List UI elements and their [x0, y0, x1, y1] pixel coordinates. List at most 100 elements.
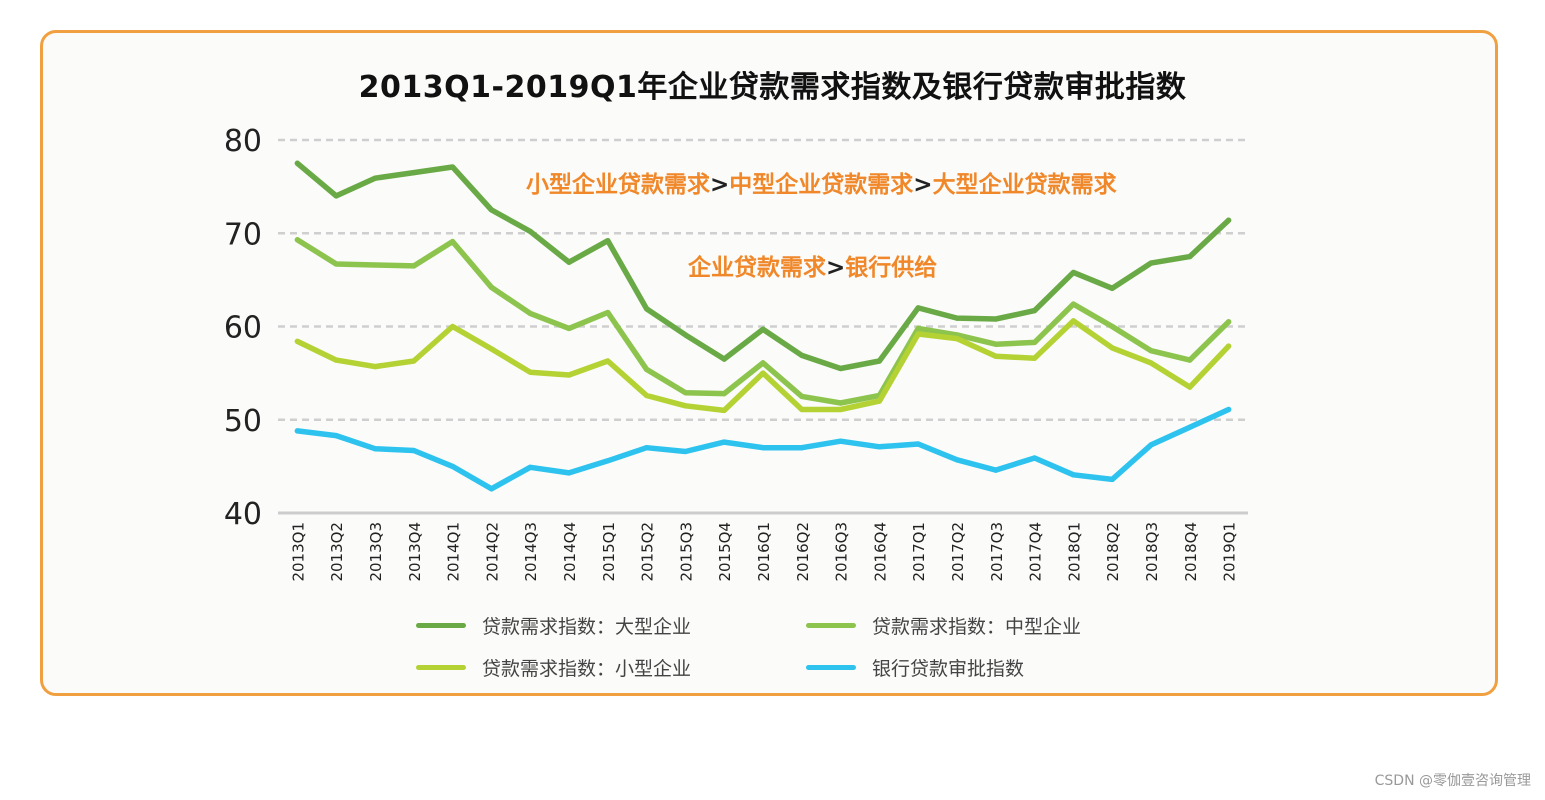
- data-point-1-0: [294, 237, 300, 243]
- data-point-1-19: [1032, 339, 1038, 345]
- data-point-0-18: [993, 316, 999, 322]
- x-tick-label-2018Q4: 2018Q4: [1182, 522, 1200, 582]
- data-point-3-1: [333, 433, 339, 439]
- y-tick-label-70: 70: [224, 217, 262, 252]
- data-point-0-1: [333, 193, 339, 199]
- legend-item-large: 贷款需求指数：大型企业: [416, 612, 691, 639]
- data-point-2-16: [915, 331, 921, 337]
- data-point-1-9: [644, 366, 650, 372]
- data-point-2-15: [876, 398, 883, 404]
- data-point-1-8: [605, 309, 611, 316]
- x-tick-label-2015Q3: 2015Q3: [677, 522, 695, 582]
- x-tick-label-2014Q3: 2014Q3: [522, 522, 540, 582]
- x-tick-label-2016Q2: 2016Q2: [794, 522, 812, 582]
- data-point-1-10: [682, 390, 689, 396]
- data-point-3-21: [1109, 476, 1115, 483]
- data-point-1-11: [721, 391, 727, 397]
- annotation-large: 大型企业贷款需求: [932, 172, 1117, 198]
- data-point-1-22: [1148, 348, 1154, 354]
- data-point-2-18: [993, 353, 999, 359]
- data-point-0-7: [566, 259, 572, 265]
- x-tick-label-2015Q4: 2015Q4: [716, 522, 734, 582]
- data-point-2-5: [488, 346, 494, 352]
- data-point-3-7: [566, 470, 572, 476]
- data-point-3-24: [1226, 406, 1232, 413]
- data-point-1-5: [488, 284, 494, 290]
- annotation-size-comparison: 小型企业贷款需求>中型企业贷款需求>大型企业贷款需求: [526, 165, 1117, 199]
- legend-label-small: 贷款需求指数：小型企业: [482, 658, 692, 680]
- data-point-3-5: [488, 486, 494, 492]
- data-point-3-6: [527, 464, 533, 470]
- data-point-2-3: [411, 358, 417, 364]
- data-point-3-20: [1070, 472, 1076, 478]
- x-tick-label-2017Q4: 2017Q4: [1027, 522, 1045, 582]
- annotation-medium: 中型企业贷款需求: [729, 172, 914, 198]
- data-point-3-4: [450, 463, 456, 469]
- data-point-3-0: [294, 428, 300, 434]
- data-point-3-10: [682, 448, 689, 455]
- data-point-1-4: [450, 239, 456, 245]
- data-point-0-22: [1148, 260, 1154, 266]
- data-point-0-0: [294, 160, 300, 166]
- data-point-0-6: [527, 228, 533, 234]
- legend-item-approval: 银行贷款审批指数: [806, 654, 1024, 681]
- data-point-2-4: [450, 323, 456, 330]
- data-point-3-16: [915, 441, 921, 447]
- data-point-3-8: [605, 458, 611, 464]
- data-point-0-14: [838, 365, 844, 372]
- data-point-0-24: [1226, 217, 1232, 223]
- data-point-1-2: [372, 262, 378, 268]
- data-point-1-20: [1070, 301, 1076, 307]
- data-point-1-1: [333, 261, 339, 267]
- legend-label-approval: 银行贷款审批指数: [872, 658, 1025, 680]
- data-point-2-10: [682, 403, 689, 409]
- data-point-0-20: [1070, 269, 1076, 276]
- chart-title: 2013Q1-2019Q1年企业贷款需求指数及银行贷款审批指数: [358, 70, 1187, 105]
- data-point-0-23: [1187, 253, 1193, 260]
- x-tick-label-2019Q1: 2019Q1: [1221, 522, 1239, 582]
- annotation-supply: 银行供给: [845, 255, 938, 281]
- data-point-3-14: [838, 438, 844, 444]
- data-point-2-8: [605, 358, 611, 364]
- data-point-3-15: [876, 444, 883, 450]
- x-tick-label-2014Q4: 2014Q4: [561, 522, 579, 582]
- x-tick-label-2016Q1: 2016Q1: [755, 522, 773, 582]
- data-point-0-2: [372, 175, 378, 181]
- data-point-1-7: [566, 325, 572, 331]
- x-tick-label-2018Q3: 2018Q3: [1143, 522, 1161, 582]
- data-point-0-15: [876, 358, 883, 364]
- data-point-3-13: [799, 445, 805, 451]
- data-point-1-24: [1226, 319, 1232, 325]
- x-tick-label-2014Q2: 2014Q2: [483, 522, 501, 582]
- data-point-1-13: [799, 393, 805, 400]
- data-point-2-14: [838, 406, 844, 413]
- legend-label-large: 贷款需求指数：大型企业: [482, 616, 692, 638]
- data-point-2-19: [1032, 355, 1038, 361]
- data-point-1-6: [527, 310, 533, 317]
- data-point-2-23: [1187, 384, 1193, 390]
- data-point-0-11: [721, 356, 727, 362]
- x-tick-label-2017Q1: 2017Q1: [910, 522, 928, 582]
- data-point-0-21: [1109, 285, 1115, 291]
- y-tick-label-40: 40: [224, 497, 262, 532]
- y-tick-label-60: 60: [224, 311, 262, 346]
- data-point-2-1: [333, 357, 339, 363]
- x-tick-label-2018Q1: 2018Q1: [1065, 522, 1083, 582]
- data-point-2-9: [644, 392, 650, 399]
- data-point-2-22: [1148, 360, 1154, 366]
- x-tick-label-2015Q2: 2015Q2: [639, 522, 657, 582]
- data-point-3-3: [411, 447, 417, 454]
- data-point-3-12: [760, 445, 766, 451]
- data-point-2-2: [372, 363, 378, 370]
- data-point-1-3: [411, 263, 417, 269]
- legend-swatch-large: [416, 623, 466, 628]
- legend-item-medium: 贷款需求指数：中型企业: [806, 612, 1081, 639]
- data-point-2-20: [1070, 318, 1076, 324]
- annotation-demand-supply: 企业贷款需求>银行供给: [688, 248, 937, 282]
- data-point-0-13: [799, 352, 805, 359]
- data-point-3-19: [1032, 455, 1038, 461]
- data-point-2-17: [954, 336, 960, 342]
- data-point-3-2: [372, 446, 378, 452]
- data-point-0-5: [488, 207, 494, 213]
- data-point-1-14: [838, 400, 844, 406]
